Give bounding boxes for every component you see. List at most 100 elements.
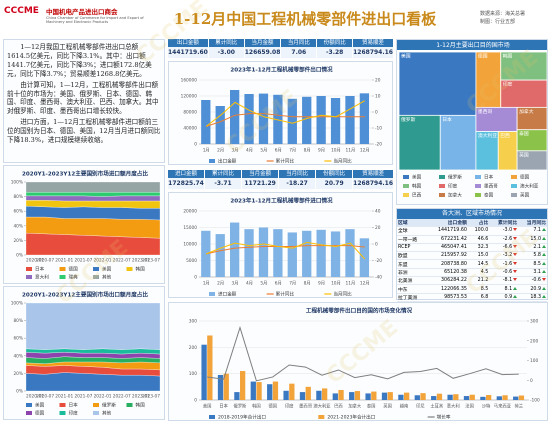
x-tick-label: 俄罗斯 — [234, 403, 248, 410]
y2-tick-label: -40 — [375, 275, 382, 281]
table-cell: 中东 — [397, 284, 426, 294]
cell-text: 全球 — [398, 229, 408, 235]
x-tick-label: 9月 — [318, 148, 325, 154]
bar — [240, 371, 246, 400]
legend-swatch — [511, 184, 517, 188]
bar — [302, 96, 312, 144]
table-cell: -0.6 — [489, 268, 519, 278]
bar — [365, 393, 371, 400]
bar — [316, 96, 326, 144]
line — [206, 113, 365, 127]
kpi-label: 当月金额 — [242, 170, 279, 178]
cell-text: 北美洲 — [398, 279, 413, 285]
x-tick-label: 2022-07 — [113, 258, 131, 264]
legend-label: 日本 — [69, 402, 79, 409]
bar — [354, 391, 361, 400]
legend-label: 美国 — [412, 174, 422, 181]
cell-label: 泰国 — [519, 130, 529, 137]
bar — [463, 396, 470, 400]
kpi-card: 贸易顺差 1268794.16 — [353, 170, 394, 189]
import-chart: 2023年1-12月工程机械零部件进口情况 0 5000 10000 15000 2000… — [168, 192, 393, 298]
column-header: 累计同比 — [489, 219, 519, 228]
x-tick-label: 2021-07 — [74, 258, 92, 264]
bar — [289, 383, 295, 400]
legend-swatch — [26, 403, 32, 407]
bar — [258, 227, 269, 277]
legend-label: 加拿大 — [448, 192, 462, 199]
column-header: 占比 — [467, 219, 490, 228]
kpi-card: 当月同比 7.06 — [281, 39, 317, 58]
legend-swatch — [439, 175, 445, 179]
trend-arrow — [542, 236, 546, 240]
x-tick-label: 2020-01 — [26, 394, 44, 400]
bar — [330, 98, 341, 144]
cell-label: 加拿大 — [519, 108, 534, 115]
bar — [207, 335, 213, 400]
legend-swatch — [318, 415, 325, 419]
x-tick-label: 印尼 — [416, 403, 425, 410]
area — [25, 181, 161, 193]
table-cell: 100.0 — [467, 226, 490, 236]
trend-arrow — [542, 228, 546, 232]
table-row: 拉丁美洲 98573.53 6.8 0.9 18.3 — [397, 293, 547, 302]
legend-swatch — [209, 292, 215, 296]
legend-label: 德国 — [69, 266, 79, 273]
cell-text: 15.0 — [477, 253, 489, 259]
column-header: 当月同比 — [518, 219, 547, 228]
y-tick-label: 0% — [16, 389, 23, 395]
author: 制图：行业五部 — [480, 19, 516, 25]
cell-text: 672231.42 — [441, 236, 467, 242]
bar — [332, 393, 338, 400]
y2-tick-label: 20 — [375, 225, 381, 231]
y2-tick-label: -10 — [375, 126, 382, 132]
kpi-value: -3.71 — [205, 178, 242, 189]
bar — [359, 93, 370, 144]
legend-label: 英国 — [520, 192, 530, 199]
legend-swatch — [475, 175, 481, 179]
header-row: 区域 出口金额 占比 累计同比 当月同比 — [397, 219, 547, 228]
x-tick-label: 印度 — [285, 403, 294, 410]
cell-label: 韩国 — [503, 53, 513, 60]
x-tick-label: 12月 — [360, 148, 370, 154]
bar — [371, 391, 377, 400]
legend-swatch — [59, 403, 66, 407]
legend-label: 俄罗斯 — [102, 402, 116, 409]
cell-text: 中东 — [398, 287, 408, 293]
y-tick-label: 100% — [11, 180, 23, 186]
table-row: 北美洲 306284.22 21.2 -8.1 -0.6 — [397, 276, 547, 286]
column-header: 区域 — [397, 219, 426, 228]
legend-label: 日本 — [484, 174, 494, 181]
x-tick-label: 11月 — [345, 148, 355, 154]
cell-text: 6.8 — [480, 294, 489, 300]
table-cell: 全球 — [397, 226, 426, 236]
x-tick-label: 3月 — [232, 281, 239, 287]
cell-text: 122066.35 — [441, 286, 467, 292]
x-tick-label: 德国 — [269, 403, 278, 410]
table-cell: 3.1 — [518, 268, 547, 278]
bar — [431, 396, 437, 400]
header: CCCME 中国机电产品进出口商会 China Chamber of Comme… — [0, 0, 550, 38]
table-cell: 4.5 — [467, 268, 490, 278]
table-cell: 98573.53 — [425, 293, 468, 302]
y2-tick-label: 100 — [530, 358, 538, 364]
x-tick-label: 泰国 — [367, 403, 376, 410]
treemap-cell — [500, 51, 547, 81]
kpi-label: 贸易顺差 — [353, 39, 393, 47]
bar — [518, 395, 525, 400]
cell-text: 1441719.60 — [437, 228, 467, 234]
chart-title: 工程机械零部件出口目的国的市场变化情况 — [306, 307, 413, 315]
cell-text: 0.9 — [504, 294, 513, 300]
y2-tick-label: 20 — [375, 78, 381, 84]
legend-label: 韩国 — [136, 266, 146, 273]
treemap-cell — [439, 114, 477, 171]
cell-text: 98573.53 — [444, 294, 467, 300]
y-tick-label: 120000 — [181, 94, 198, 100]
cell-label: 日本 — [442, 116, 452, 123]
trend-arrow — [542, 261, 546, 265]
bar — [217, 374, 224, 400]
kpi-value: -18.27 — [279, 178, 316, 189]
kpi-label: 累计同比 — [205, 170, 242, 178]
x-tick-label: 10月 — [331, 148, 341, 154]
trend-arrow — [513, 294, 518, 298]
legend-swatch — [403, 184, 409, 188]
